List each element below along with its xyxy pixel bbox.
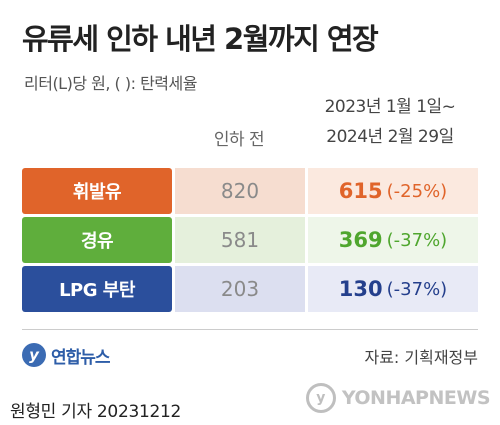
row-label: 경유 xyxy=(22,217,172,263)
reduction-rate: (-37%) xyxy=(386,229,448,251)
column-header-before: 인하 전 xyxy=(213,130,265,150)
chart-subtitle: 리터(L)당 원, ( ): 탄력세율 xyxy=(24,74,197,93)
watermark-icon: y xyxy=(305,383,336,413)
column-header-period: 2023년 1월 1일~ 2024년 2월 29일 xyxy=(305,92,475,152)
value-after-cell: 615 (-25%) xyxy=(308,168,478,214)
value-before: 820 xyxy=(175,168,305,214)
chart-title: 유류세 인하 내년 2월까지 연장 xyxy=(22,22,379,56)
value-after-cell: 130 (-37%) xyxy=(308,266,478,312)
watermark-text: YONHAPNEWS xyxy=(341,387,491,409)
divider xyxy=(22,329,478,330)
yonhap-logo-text: 연합뉴스 xyxy=(51,347,111,368)
table-row: 휘발유 820 615 (-25%) xyxy=(22,168,478,214)
value-before: 581 xyxy=(175,217,305,263)
column-header-period-start: 2023년 1월 1일~ xyxy=(324,97,456,117)
table-row: LPG 부탄 203 130 (-37%) xyxy=(22,266,478,312)
row-label: 휘발유 xyxy=(22,168,172,214)
reduction-rate: (-25%) xyxy=(386,180,448,202)
credit-line: 원형민 기자 20231212 xyxy=(10,402,182,422)
value-after: 130 xyxy=(338,277,383,301)
value-after: 369 xyxy=(338,228,383,252)
value-before: 203 xyxy=(175,266,305,312)
column-header-period-end: 2024년 2월 29일 xyxy=(326,127,454,147)
value-after-cell: 369 (-37%) xyxy=(308,217,478,263)
source-note: 자료: 기획재정부 xyxy=(364,348,478,367)
yonhap-logo: y 연합뉴스 xyxy=(22,342,111,368)
value-after: 615 xyxy=(338,179,383,203)
reduction-rate: (-37%) xyxy=(386,278,448,300)
watermark: y YONHAPNEWS xyxy=(305,383,491,413)
table-row: 경유 581 369 (-37%) xyxy=(22,217,478,263)
row-label: LPG 부탄 xyxy=(22,266,172,312)
yonhap-logo-icon: y xyxy=(22,343,46,367)
